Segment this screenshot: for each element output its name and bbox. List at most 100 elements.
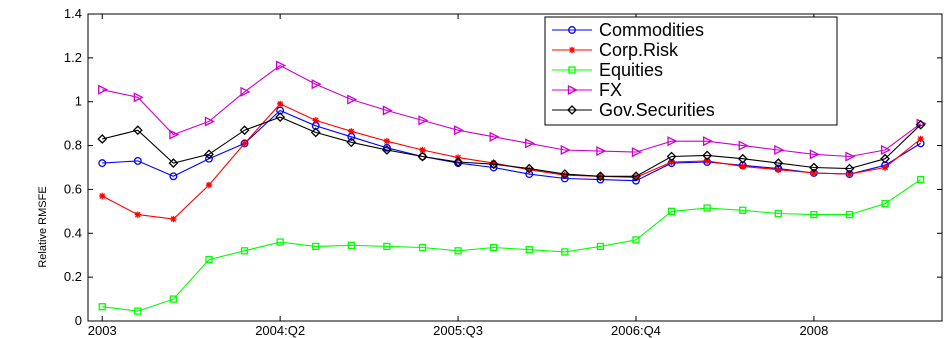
data-point <box>560 144 571 156</box>
series-equities <box>98 175 925 315</box>
y-tick-label: 1 <box>75 94 82 109</box>
data-point <box>703 136 714 147</box>
series-line <box>102 179 921 312</box>
data-point <box>169 129 180 140</box>
data-point <box>204 149 214 160</box>
series-layer <box>97 60 927 315</box>
data-point <box>347 94 358 105</box>
data-point <box>774 144 785 156</box>
data-point <box>774 209 782 218</box>
data-point <box>596 242 605 251</box>
legend-label: Equities <box>599 60 663 80</box>
data-point <box>240 247 249 255</box>
legend-entry: FX <box>552 80 622 100</box>
data-point <box>596 146 607 157</box>
data-point <box>99 192 106 200</box>
data-point <box>808 162 819 173</box>
data-point <box>880 144 892 156</box>
data-point <box>418 243 427 252</box>
data-point <box>382 105 393 116</box>
data-point <box>134 211 142 218</box>
data-point <box>132 125 143 136</box>
series-gov-securities <box>97 112 926 182</box>
data-point <box>490 159 497 167</box>
data-point <box>737 153 748 164</box>
data-point <box>631 147 642 158</box>
data-point <box>310 127 321 138</box>
data-point <box>526 166 533 173</box>
data-point <box>346 137 357 148</box>
data-point <box>169 172 178 181</box>
data-point <box>169 295 178 303</box>
series-line <box>102 109 921 182</box>
legend-marker <box>568 46 576 54</box>
data-point <box>98 159 107 168</box>
data-point <box>170 215 177 223</box>
y-tick-label: 1.4 <box>64 6 82 21</box>
x-tick-label: 2006:Q4 <box>611 323 661 338</box>
data-point <box>881 164 889 171</box>
data-point <box>311 79 322 90</box>
data-point <box>702 150 713 161</box>
data-point <box>488 159 499 170</box>
data-point <box>417 151 428 162</box>
data-point <box>666 151 677 162</box>
data-point <box>880 153 890 164</box>
plot-frame <box>87 13 943 322</box>
plot-area <box>87 13 943 322</box>
x-tick-label: 2004:Q2 <box>255 323 305 338</box>
data-point <box>703 157 711 165</box>
series-line <box>102 116 921 177</box>
series-fx <box>98 60 927 162</box>
y-axis: 0 0.2 0.4 0.6 0.8 1 1.2 1.4 <box>64 6 942 328</box>
data-point <box>382 143 391 152</box>
data-point <box>668 158 675 166</box>
data-point <box>775 166 782 173</box>
x-tick-label: 2005:Q3 <box>433 323 483 338</box>
data-point <box>168 158 179 169</box>
legend-entry: Equities <box>552 60 663 80</box>
data-point <box>561 171 569 179</box>
data-point <box>241 140 248 147</box>
data-point <box>810 169 818 177</box>
y-tick-label: 0.2 <box>64 269 82 284</box>
legend-label: FX <box>599 80 622 100</box>
data-point <box>917 175 925 184</box>
data-point <box>489 131 500 142</box>
data-point <box>917 135 924 143</box>
data-point <box>595 171 606 182</box>
data-point <box>98 84 109 95</box>
data-point <box>489 243 498 252</box>
legend-box <box>544 16 838 126</box>
data-point <box>559 169 570 179</box>
y-tick-label: 0.6 <box>64 181 82 196</box>
data-point <box>383 137 391 145</box>
legend-label: Commodities <box>599 20 704 40</box>
y-tick-label: 1.2 <box>64 50 82 65</box>
data-point <box>348 128 355 135</box>
legend-label: Corp.Risk <box>599 40 679 60</box>
x-tick-label: 2003 <box>88 323 117 338</box>
x-axis: 2003 2004:Q2 2005:Q3 2006:Q4 2008 <box>88 14 828 338</box>
data-point <box>312 242 320 251</box>
data-point <box>667 207 676 216</box>
legend-marker <box>568 26 576 34</box>
data-point <box>312 117 319 124</box>
data-point <box>632 174 640 181</box>
data-point <box>844 163 855 174</box>
data-point <box>276 100 284 108</box>
series-line <box>102 64 921 158</box>
data-point <box>453 157 463 167</box>
x-tick-label: 2008 <box>799 323 828 338</box>
data-point <box>738 140 749 151</box>
data-point <box>845 210 854 219</box>
data-point <box>205 255 213 264</box>
data-point <box>846 170 853 178</box>
legend-marker <box>567 84 578 96</box>
y-tick-label: 0.8 <box>64 138 82 153</box>
data-point <box>276 238 284 246</box>
data-point <box>205 181 213 189</box>
y-axis-label: Relative RMSFE <box>37 186 49 267</box>
legend-entry: Commodities <box>552 20 704 40</box>
data-point <box>809 149 820 160</box>
